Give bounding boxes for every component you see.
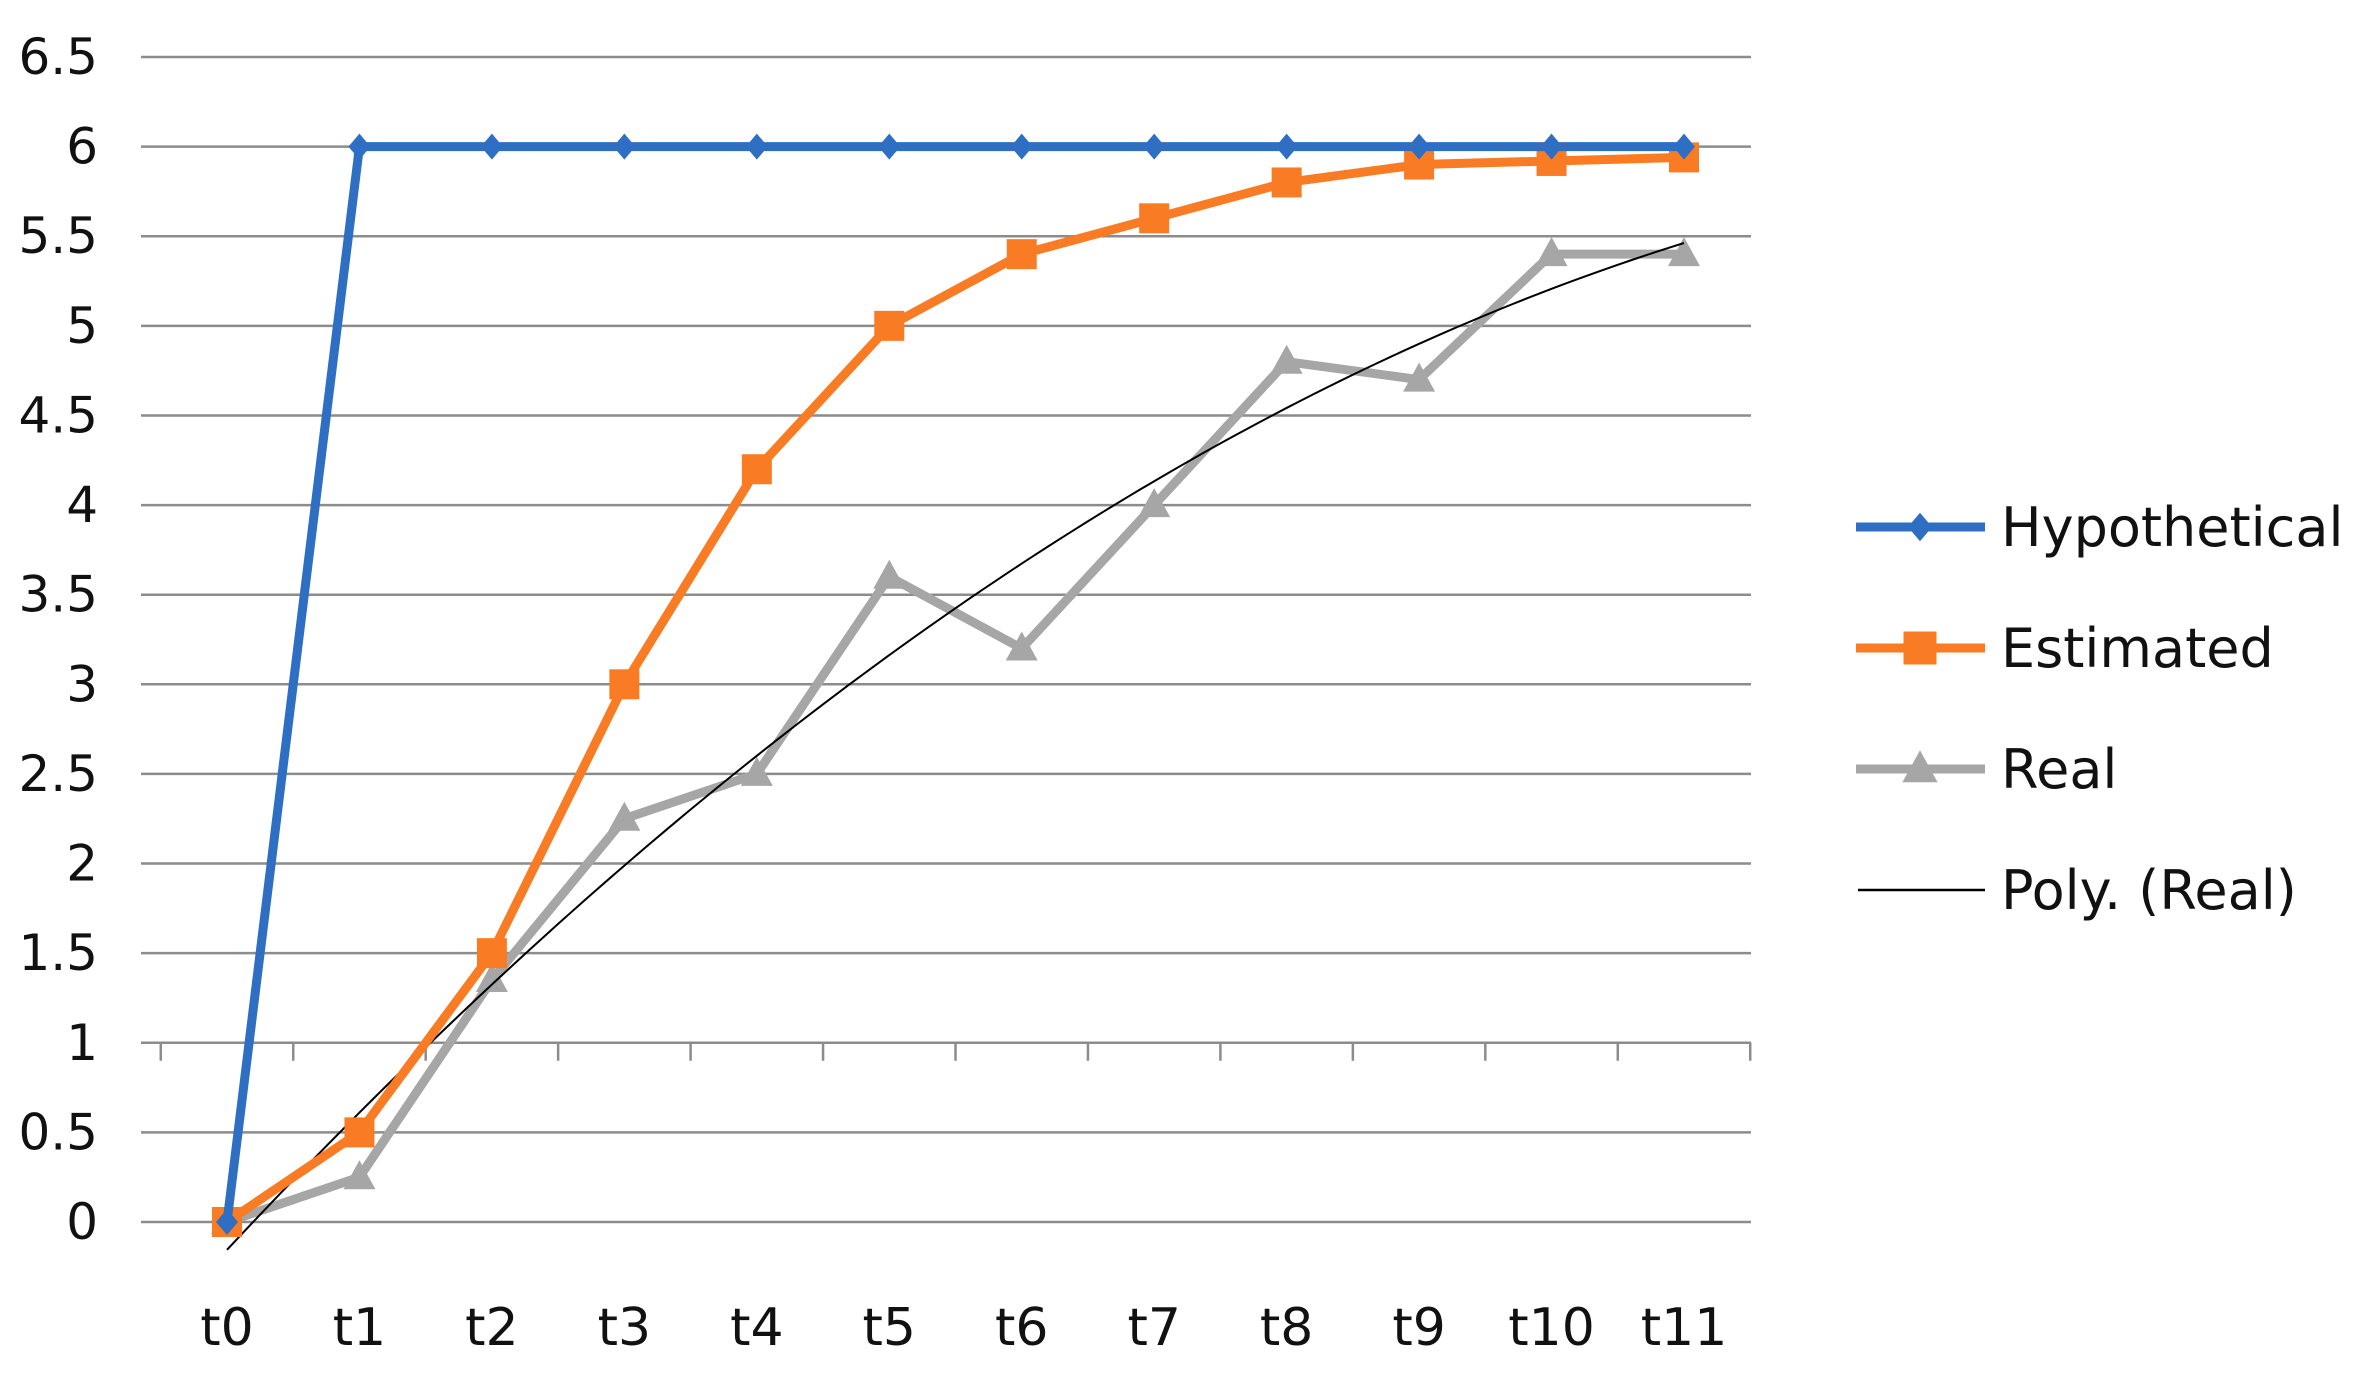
x-tick-label: t4 <box>730 1298 783 1358</box>
y-tick-label: 5.5 <box>18 207 98 265</box>
x-tick-label: t9 <box>1392 1298 1445 1358</box>
legend-label: Real <box>2001 738 2117 801</box>
x-tick-label: t1 <box>333 1298 386 1358</box>
y-axis-tick-labels: 0 0.5 1 1.5 2 2.5 3 3.5 4 4.5 5 5.5 6 6.5 <box>18 28 98 1251</box>
diamond-marker <box>1540 133 1563 160</box>
series-line <box>222 142 1684 1223</box>
diamond-marker <box>1275 133 1298 160</box>
x-tick-label: t6 <box>995 1298 1048 1358</box>
y-tick-label: 2.5 <box>18 745 98 803</box>
triangle-marker <box>1005 631 1038 661</box>
square-marker <box>874 310 905 341</box>
series-line <box>225 249 1684 1227</box>
square-marker <box>344 1117 375 1148</box>
x-tick-label: t3 <box>598 1298 651 1358</box>
triangle-marker <box>873 559 906 589</box>
diamond-marker <box>1143 133 1166 160</box>
square-marker <box>741 454 772 485</box>
diamond-marker <box>348 133 371 160</box>
y-tick-label: 4.5 <box>18 386 98 444</box>
x-tick-label: t2 <box>465 1298 518 1358</box>
x-tick-label: t11 <box>1641 1298 1728 1358</box>
y-tick-label: 5 <box>66 297 98 355</box>
legend-label: Hypothetical <box>2001 496 2343 559</box>
legend-entry: Hypothetical <box>1856 496 2343 559</box>
square-marker <box>609 669 640 700</box>
y-tick-label: 3.5 <box>18 566 98 624</box>
trendline-poly-real <box>226 242 1685 1251</box>
triangle-marker <box>1902 750 1938 783</box>
y-tick-label: 0 <box>66 1193 98 1251</box>
x-tick-label: t8 <box>1260 1298 1313 1358</box>
square-marker <box>1006 239 1037 270</box>
y-tick-label: 0.5 <box>18 1103 98 1161</box>
legend-entry: Estimated <box>1856 617 2274 680</box>
triangle-marker <box>1535 237 1568 267</box>
triangle-marker <box>1138 488 1171 518</box>
x-axis-tick-labels: t0 t1 t2 t3 t4 t5 t6 t7 t8 t9 t10 t11 <box>200 1298 1727 1358</box>
diamond-marker <box>878 133 901 160</box>
square-marker <box>476 938 507 969</box>
triangle-marker <box>1270 344 1303 374</box>
x-tick-label: t0 <box>200 1298 253 1358</box>
gridlines <box>141 55 1752 1224</box>
diamond-marker <box>613 133 636 160</box>
triangle-marker <box>1403 362 1436 392</box>
square-marker <box>1139 203 1170 234</box>
y-tick-label: 1.5 <box>18 924 98 982</box>
legend-label: Estimated <box>2001 617 2274 680</box>
diamond-marker <box>1010 133 1033 160</box>
triangle-marker <box>343 1160 376 1190</box>
legend: Hypothetical Estimated Real Poly. (Real) <box>1856 496 2343 922</box>
y-tick-label: 6 <box>66 118 98 176</box>
square-marker <box>1903 631 1937 665</box>
series-lines <box>211 133 1700 1251</box>
y-tick-label: 3 <box>66 655 98 713</box>
series-real <box>211 237 1700 1234</box>
x-tick-label: t5 <box>863 1298 916 1358</box>
diamond-marker <box>1408 133 1431 160</box>
series-line <box>224 152 1685 1226</box>
legend-label: Poly. (Real) <box>2001 859 2297 922</box>
triangle-marker <box>475 963 508 993</box>
legend-entry: Poly. (Real) <box>1858 859 2297 922</box>
legend-entry: Real <box>1856 738 2117 801</box>
y-tick-label: 1 <box>66 1014 98 1072</box>
y-tick-label: 4 <box>66 476 98 534</box>
x-tick-label: t10 <box>1508 1298 1595 1358</box>
triangle-marker <box>608 801 641 831</box>
diamond-marker <box>1907 512 1933 542</box>
triangle-marker <box>1668 237 1700 267</box>
diamond-marker <box>1673 133 1695 160</box>
series-estimated <box>212 142 1699 1237</box>
y-tick-label: 2 <box>66 835 98 893</box>
square-marker <box>1271 167 1302 198</box>
diamond-marker <box>480 133 503 160</box>
diamond-marker <box>745 133 768 160</box>
x-tick-label: t7 <box>1127 1298 1180 1358</box>
series-hypothetical <box>216 133 1695 1235</box>
y-tick-label: 6.5 <box>18 28 98 86</box>
diamond-marker <box>216 1209 238 1235</box>
triangle-marker <box>740 756 773 786</box>
